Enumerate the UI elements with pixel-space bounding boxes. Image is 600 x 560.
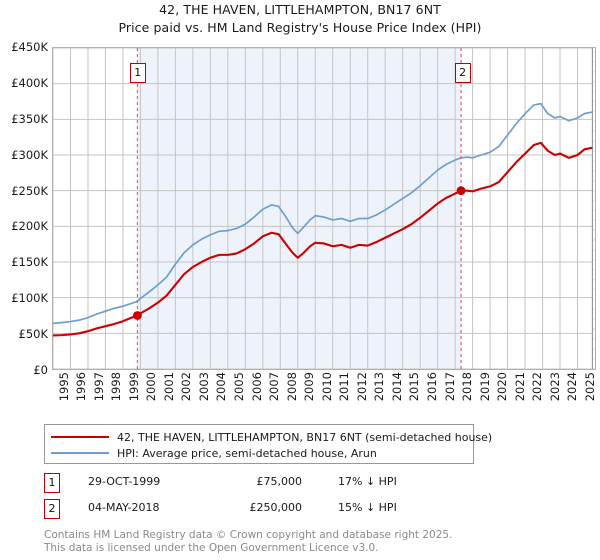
y-tick-label: £350K <box>11 111 48 126</box>
x-tick-label: 2002 <box>179 372 194 402</box>
x-tick-label: 2010 <box>319 372 334 402</box>
x-tick-label: 2017 <box>442 372 457 402</box>
x-tick-label: 2008 <box>284 372 299 402</box>
x-tick-label: 1996 <box>74 372 89 402</box>
sale-hpi-diff-2: 15% ↓ HPI <box>338 501 397 514</box>
sale-price-1: £75,000 <box>256 475 303 488</box>
y-tick-label: £300K <box>11 147 48 162</box>
x-tick-label: 2016 <box>425 372 440 402</box>
table-row: 2 04-MAY-2018 £250,000 15% ↓ HPI <box>44 498 474 524</box>
x-tick-label: 2020 <box>495 372 510 402</box>
y-tick-label: £100K <box>11 291 48 306</box>
x-tick-label: 2001 <box>161 372 176 402</box>
footer-line-2: This data is licensed under the Open Gov… <box>44 541 379 554</box>
page-title: 42, THE HAVEN, LITTLEHAMPTON, BN17 6NT <box>159 2 441 17</box>
x-tick-label: 2013 <box>372 372 387 402</box>
x-tick-label: 2005 <box>231 372 246 402</box>
x-tick-label: 2018 <box>460 372 475 402</box>
legend-swatch-price-paid <box>51 436 109 438</box>
x-axis-labels: 1995 1996 1997 1998 1999 2000 2001 2002 2003 2004… <box>52 372 597 432</box>
x-tick-label: 2003 <box>196 372 211 402</box>
plot-area <box>52 47 596 370</box>
x-tick-label: 2011 <box>337 372 352 402</box>
footer-attribution: Contains HM Land Registry data © Crown c… <box>44 529 584 554</box>
x-tick-label: 2023 <box>547 372 562 402</box>
x-tick-label: 2021 <box>512 372 527 402</box>
legend-item-hpi: HPI: Average price, semi-detached house,… <box>51 445 467 461</box>
chart-svg <box>53 48 595 369</box>
footer-line-1: Contains HM Land Registry data © Crown c… <box>44 529 453 541</box>
sale-date-1: 29-OCT-1999 <box>88 475 161 488</box>
y-axis-labels: £0 £50K £100K £150K £200K £250K £300K £350K £400… <box>0 40 49 377</box>
x-tick-label: 2000 <box>144 372 159 402</box>
y-tick-label: £450K <box>11 40 48 54</box>
x-tick-label: 2006 <box>249 372 264 402</box>
x-tick-label: 1999 <box>126 372 141 402</box>
x-tick-label: 1997 <box>91 372 106 402</box>
legend: 42, THE HAVEN, LITTLEHAMPTON, BN17 6NT (… <box>44 424 492 464</box>
x-tick-label: 2014 <box>389 372 404 402</box>
y-tick-label: £250K <box>11 183 48 198</box>
y-tick-label: £400K <box>11 75 48 90</box>
chart-marker-1: 1 <box>129 63 146 84</box>
y-tick-label: £150K <box>11 255 48 270</box>
x-tick-label: 1998 <box>109 372 124 402</box>
x-tick-label: 1995 <box>56 372 71 402</box>
y-tick-label: £50K <box>18 327 49 342</box>
legend-swatch-hpi <box>51 452 109 454</box>
x-tick-label: 2004 <box>214 372 229 402</box>
x-tick-label: 2012 <box>354 372 369 402</box>
sale-price-2: £250,000 <box>249 501 303 514</box>
sale-hpi-diff-1: 17% ↓ HPI <box>338 475 397 488</box>
table-row: 1 29-OCT-1999 £75,000 17% ↓ HPI <box>44 472 474 498</box>
x-tick-label: 2024 <box>565 372 580 402</box>
legend-label-price-paid: 42, THE HAVEN, LITTLEHAMPTON, BN17 6NT (… <box>117 430 493 444</box>
x-tick-label: 2007 <box>267 372 282 402</box>
sale-marker-1: 1 <box>44 473 60 493</box>
sales-table: 1 29-OCT-1999 £75,000 17% ↓ HPI 2 04-MAY… <box>44 472 474 524</box>
x-tick-label: 2015 <box>407 372 422 402</box>
chart-marker-2: 2 <box>454 63 471 84</box>
sale-date-2: 04-MAY-2018 <box>88 501 160 514</box>
x-tick-label: 2009 <box>302 372 317 402</box>
x-tick-label: 2019 <box>477 372 492 402</box>
page-subtitle: Price paid vs. HM Land Registry's House … <box>118 20 482 35</box>
y-tick-label: £200K <box>11 219 48 234</box>
legend-item-price-paid: 42, THE HAVEN, LITTLEHAMPTON, BN17 6NT (… <box>51 429 492 445</box>
legend-label-hpi: HPI: Average price, semi-detached house,… <box>117 446 377 460</box>
sale-marker-2: 2 <box>44 499 60 519</box>
y-tick-label: £0 <box>33 363 48 377</box>
plot-inner <box>53 48 595 369</box>
x-tick-label: 2022 <box>530 372 545 402</box>
x-tick-label: 2025 <box>582 372 597 402</box>
